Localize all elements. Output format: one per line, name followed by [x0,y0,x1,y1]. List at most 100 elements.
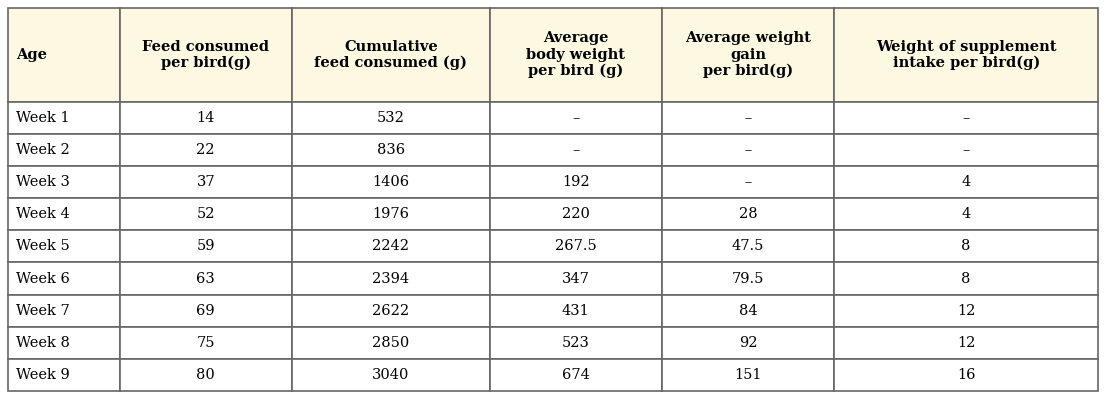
Text: 2394: 2394 [373,272,409,286]
Text: –: – [572,111,580,125]
Text: Average weight
gain
per bird(g): Average weight gain per bird(g) [686,32,811,78]
Bar [662,134,834,166]
Bar [8,134,119,166]
Text: Week 1: Week 1 [15,111,70,125]
Text: –: – [744,175,752,189]
Text: Week 5: Week 5 [15,239,70,253]
Text: 47.5: 47.5 [732,239,764,253]
Bar [490,230,662,263]
Text: Week 4: Week 4 [15,207,70,221]
Text: 79.5: 79.5 [732,272,764,286]
Text: –: – [572,143,580,157]
Bar [8,102,119,134]
Bar [490,8,662,102]
Text: 532: 532 [377,111,405,125]
Bar [662,263,834,294]
Text: 28: 28 [739,207,758,221]
Text: 69: 69 [197,304,215,318]
Bar [8,230,119,263]
Text: Week 8: Week 8 [15,336,70,350]
Bar [834,294,1098,327]
Bar [292,294,490,327]
Bar [119,359,292,391]
Bar [834,263,1098,294]
Bar [490,294,662,327]
Text: 12: 12 [957,336,975,350]
Text: Week 3: Week 3 [15,175,70,189]
Bar [8,359,119,391]
Bar [490,134,662,166]
Text: 8: 8 [961,272,971,286]
Text: 92: 92 [739,336,758,350]
Text: 1406: 1406 [373,175,409,189]
Bar [119,8,292,102]
Bar [8,8,119,102]
Text: 84: 84 [739,304,758,318]
Bar [662,166,834,198]
Text: –: – [962,143,970,157]
Bar [834,198,1098,230]
Bar [292,327,490,359]
Bar [292,359,490,391]
Text: Feed consumed
per bird(g): Feed consumed per bird(g) [143,40,269,70]
Bar [490,327,662,359]
Bar [490,263,662,294]
Bar [490,102,662,134]
Text: 16: 16 [957,368,975,382]
Text: Weight of supplement
intake per bird(g): Weight of supplement intake per bird(g) [876,40,1056,70]
Bar [490,166,662,198]
Bar [662,230,834,263]
Text: 3040: 3040 [372,368,409,382]
Bar [292,230,490,263]
Text: 267.5: 267.5 [555,239,597,253]
Bar [119,294,292,327]
Bar [292,263,490,294]
Bar [834,8,1098,102]
Bar [834,359,1098,391]
Text: 2622: 2622 [373,304,409,318]
Bar [834,134,1098,166]
Bar [662,8,834,102]
Text: 2850: 2850 [372,336,409,350]
Bar [8,294,119,327]
Text: 63: 63 [197,272,215,286]
Text: 151: 151 [734,368,762,382]
Text: –: – [962,111,970,125]
Text: 75: 75 [197,336,215,350]
Bar [119,263,292,294]
Text: 4: 4 [961,175,971,189]
Text: Age: Age [15,48,46,62]
Text: Average
body weight
per bird (g): Average body weight per bird (g) [526,32,625,78]
Text: Week 6: Week 6 [15,272,70,286]
Text: 59: 59 [197,239,215,253]
Bar [662,294,834,327]
Text: –: – [744,143,752,157]
Text: Cumulative
feed consumed (g): Cumulative feed consumed (g) [314,40,467,70]
Bar [119,230,292,263]
Text: 22: 22 [197,143,215,157]
Bar [119,102,292,134]
Bar [834,230,1098,263]
Bar [292,134,490,166]
Bar [292,102,490,134]
Bar [8,198,119,230]
Bar [119,134,292,166]
Text: 523: 523 [562,336,589,350]
Text: 431: 431 [562,304,589,318]
Bar [834,102,1098,134]
Text: 4: 4 [961,207,971,221]
Text: –: – [744,111,752,125]
Bar [292,198,490,230]
Bar [8,166,119,198]
Text: 2242: 2242 [373,239,409,253]
Text: 836: 836 [377,143,405,157]
Bar [292,166,490,198]
Bar [490,359,662,391]
Bar [119,327,292,359]
Text: 674: 674 [562,368,589,382]
Bar [119,166,292,198]
Text: 52: 52 [197,207,215,221]
Text: 220: 220 [562,207,589,221]
Bar [834,166,1098,198]
Bar [662,102,834,134]
